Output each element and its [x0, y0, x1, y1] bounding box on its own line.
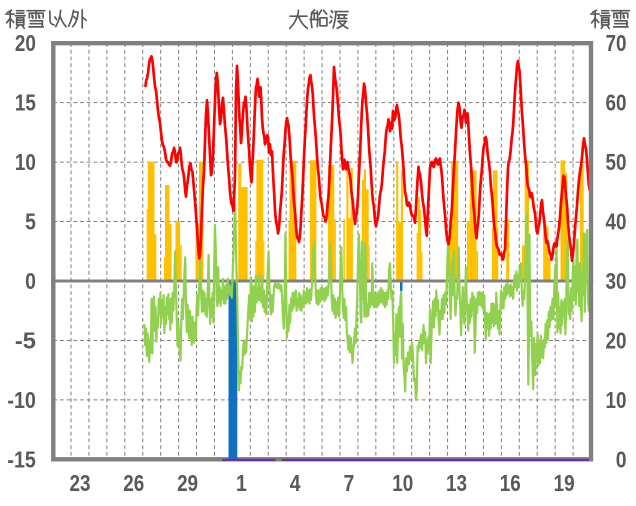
svg-text:30: 30	[606, 268, 627, 294]
svg-text:-5: -5	[15, 327, 36, 353]
svg-text:20: 20	[606, 327, 627, 353]
svg-text:29: 29	[177, 470, 198, 496]
svg-text:70: 70	[606, 30, 627, 56]
svg-text:40: 40	[606, 209, 627, 235]
svg-text:60: 60	[606, 90, 627, 116]
svg-text:-10: -10	[7, 387, 36, 413]
svg-text:26: 26	[123, 470, 144, 496]
svg-text:0: 0	[616, 446, 627, 472]
svg-text:7: 7	[344, 470, 355, 496]
svg-text:10: 10	[15, 149, 36, 175]
svg-text:1: 1	[236, 470, 247, 496]
svg-text:13: 13	[446, 470, 467, 496]
svg-text:20: 20	[15, 30, 36, 56]
svg-text:-15: -15	[7, 446, 36, 472]
svg-text:5: 5	[25, 209, 36, 235]
svg-text:16: 16	[500, 470, 521, 496]
svg-text:4: 4	[290, 470, 301, 496]
svg-text:0: 0	[25, 268, 36, 294]
svg-text:23: 23	[70, 470, 91, 496]
svg-text:10: 10	[606, 387, 627, 413]
svg-text:19: 19	[554, 470, 575, 496]
svg-text:15: 15	[15, 90, 36, 116]
svg-text:10: 10	[392, 470, 413, 496]
svg-text:50: 50	[606, 149, 627, 175]
